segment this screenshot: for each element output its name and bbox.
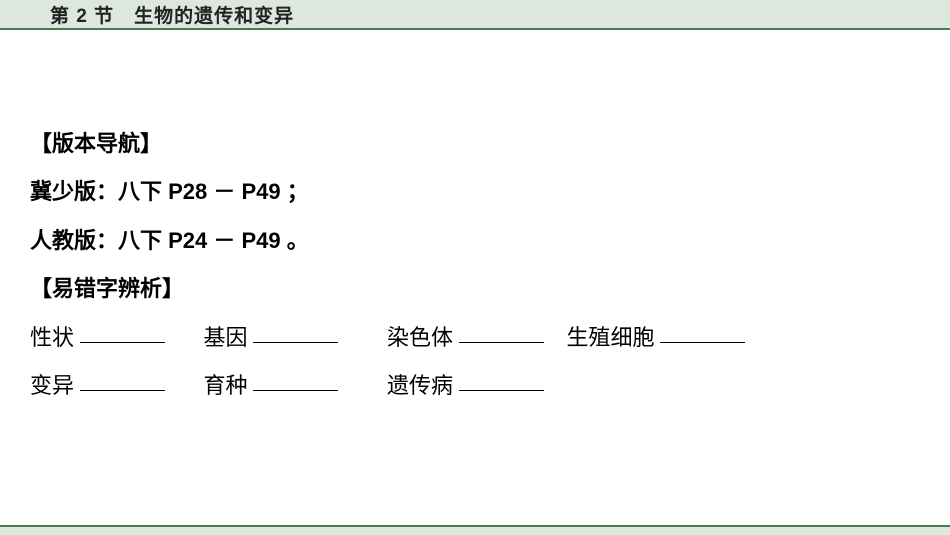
blank-line (660, 321, 745, 343)
term-group: 性状 (30, 314, 165, 362)
footer-bar (0, 525, 950, 535)
blank-line (253, 321, 338, 343)
nav-line-ji: 冀少版：八下 P28 － P49 ； (30, 168, 920, 216)
terms-row-2: 变异 育种 遗传病 (30, 362, 920, 410)
terms-row-1: 性状 基因 染色体 生殖细胞 (30, 314, 920, 362)
section-nav-title: 【版本导航】 (30, 120, 920, 168)
section-mistake-title: 【易错字辨析】 (30, 265, 920, 313)
term-group: 染色体 (387, 314, 544, 362)
blank-line (459, 321, 544, 343)
blank-line (80, 321, 165, 343)
term-label: 基因 (204, 314, 248, 362)
term-label: 性状 (30, 314, 74, 362)
term-group: 生殖细胞 (567, 314, 746, 362)
term-label: 育种 (204, 362, 248, 410)
term-label: 遗传病 (387, 362, 453, 410)
term-group: 基因 (204, 314, 339, 362)
blank-line (80, 369, 165, 391)
page-title: 第 2 节 生物的遗传和变异 (50, 1, 294, 28)
term-group: 遗传病 (387, 362, 544, 410)
header-bar: 第 2 节 生物的遗传和变异 (0, 0, 950, 30)
blank-line (459, 369, 544, 391)
term-label: 染色体 (387, 314, 453, 362)
content-area: 【版本导航】 冀少版：八下 P28 － P49 ； 人教版：八下 P24 － P… (0, 30, 950, 410)
term-group: 变异 (30, 362, 165, 410)
term-group: 育种 (204, 362, 339, 410)
nav-line-ren: 人教版：八下 P24 － P49 。 (30, 217, 920, 265)
term-label: 生殖细胞 (567, 314, 655, 362)
term-label: 变异 (30, 362, 74, 410)
blank-line (253, 369, 338, 391)
